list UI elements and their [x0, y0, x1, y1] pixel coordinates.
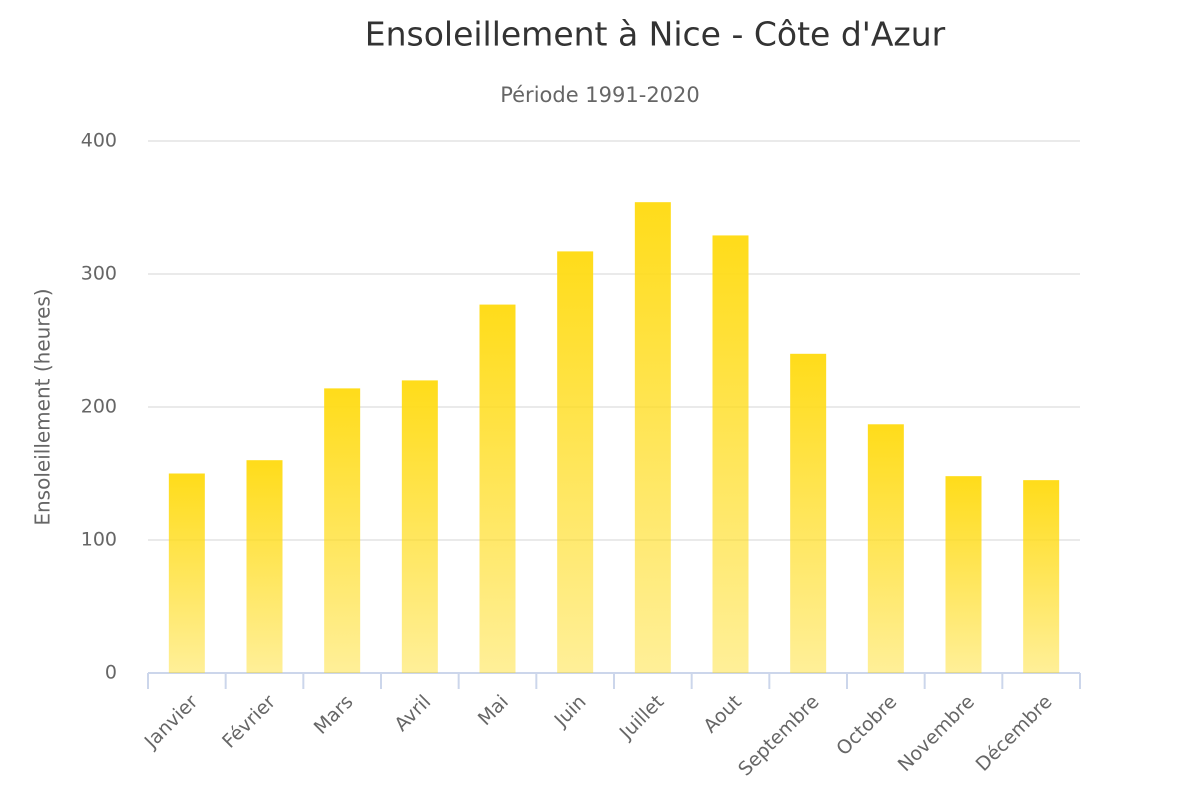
- x-tick-label: Juillet: [615, 691, 668, 744]
- x-tick-label: Janvier: [140, 691, 203, 754]
- y-tick-label: 200: [81, 396, 117, 418]
- x-tick-label: Novembre: [894, 691, 979, 776]
- x-tick-label: Juin: [550, 691, 591, 732]
- x-tick-label: Avril: [390, 691, 435, 736]
- x-tick-label: Aout: [699, 691, 746, 738]
- bar: [790, 353, 827, 673]
- chart-title: Ensoleillement à Nice - Côte d'Azur: [365, 15, 946, 54]
- x-tick-label: Octobre: [832, 691, 901, 760]
- x-tick-label: Septembre: [734, 691, 824, 781]
- x-tick-label: Février: [218, 691, 280, 753]
- bar: [634, 202, 671, 673]
- bar: [557, 251, 594, 673]
- y-tick-label: 300: [81, 263, 117, 285]
- bar: [479, 304, 516, 673]
- x-tick-label: Mars: [310, 691, 358, 739]
- y-axis-title: Ensoleillement (heures): [31, 288, 55, 525]
- chart-subtitle: Période 1991-2020: [500, 83, 700, 107]
- bar: [168, 473, 205, 673]
- bar: [712, 235, 749, 673]
- bar: [945, 476, 982, 673]
- x-tick-label: Décembre: [972, 691, 1057, 776]
- y-tick-label: 0: [105, 662, 117, 684]
- bar: [1023, 480, 1060, 673]
- y-tick-label: 400: [81, 130, 117, 152]
- x-tick-label: Mai: [474, 691, 513, 730]
- bar: [867, 424, 904, 673]
- bar: [401, 380, 438, 673]
- bar: [324, 388, 361, 673]
- bar: [246, 460, 283, 673]
- y-tick-label: 100: [81, 529, 117, 551]
